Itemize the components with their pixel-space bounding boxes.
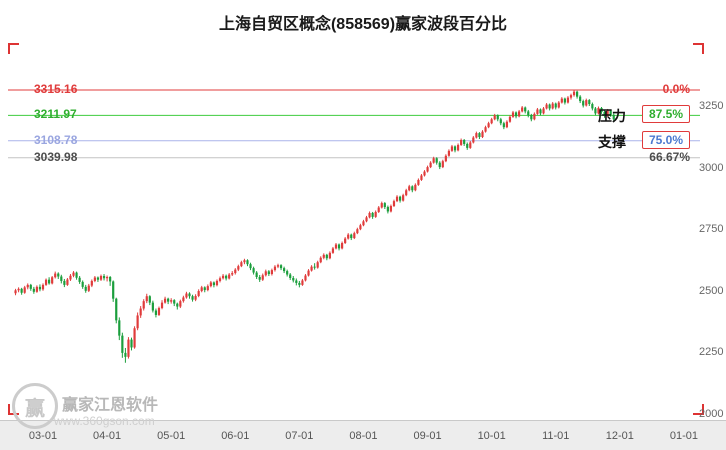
y-axis-tick: 2250 [699, 346, 724, 359]
support-annotation: 支撑 [598, 133, 626, 150]
x-axis-strip [0, 420, 726, 450]
corner-mark-bottom-left [8, 404, 19, 415]
pressure-annotation: 压力 [598, 108, 626, 125]
x-axis-tick: 06-01 [221, 430, 250, 442]
x-axis-tick: 11-01 [542, 430, 570, 442]
y-axis-tick: 3000 [699, 161, 724, 174]
level-pct-pressure: 87.5% [641, 105, 690, 124]
level-price-band-top: 3315.16 [34, 81, 78, 96]
x-axis-tick: 07-01 [285, 430, 314, 442]
level-pct-support: 75.0% [641, 130, 690, 149]
x-axis-tick: 08-01 [349, 430, 378, 442]
x-axis-tick: 10-01 [477, 430, 506, 442]
y-axis-tick: 3250 [699, 100, 724, 112]
chart-title: 上海自贸区概念(858569)赢家波段百分比 [218, 16, 508, 33]
y-axis-tick: 2500 [699, 284, 724, 297]
x-axis-tick: 09-01 [413, 430, 442, 442]
level-price-pressure: 3211.97 [34, 107, 77, 122]
x-axis-tick: 03-01 [28, 430, 58, 442]
corner-mark-bottom-right [693, 404, 704, 415]
level-price-support: 3108.78 [34, 132, 78, 147]
corner-mark-top-left [8, 43, 19, 54]
x-axis-tick: 01-01 [669, 430, 698, 442]
level-price-66: 3039.98 [34, 149, 78, 164]
x-axis-tick: 12-01 [605, 430, 634, 442]
x-axis-tick: 05-01 [157, 430, 186, 442]
level-pct-66: 66.67% [649, 149, 690, 164]
level-pct-band-top: 0.0% [662, 81, 690, 96]
y-axis-tick: 2750 [699, 223, 724, 236]
corner-mark-top-right [693, 43, 704, 54]
y-axis-tick: 2000 [699, 408, 724, 420]
x-axis-tick: 04-01 [93, 430, 122, 442]
